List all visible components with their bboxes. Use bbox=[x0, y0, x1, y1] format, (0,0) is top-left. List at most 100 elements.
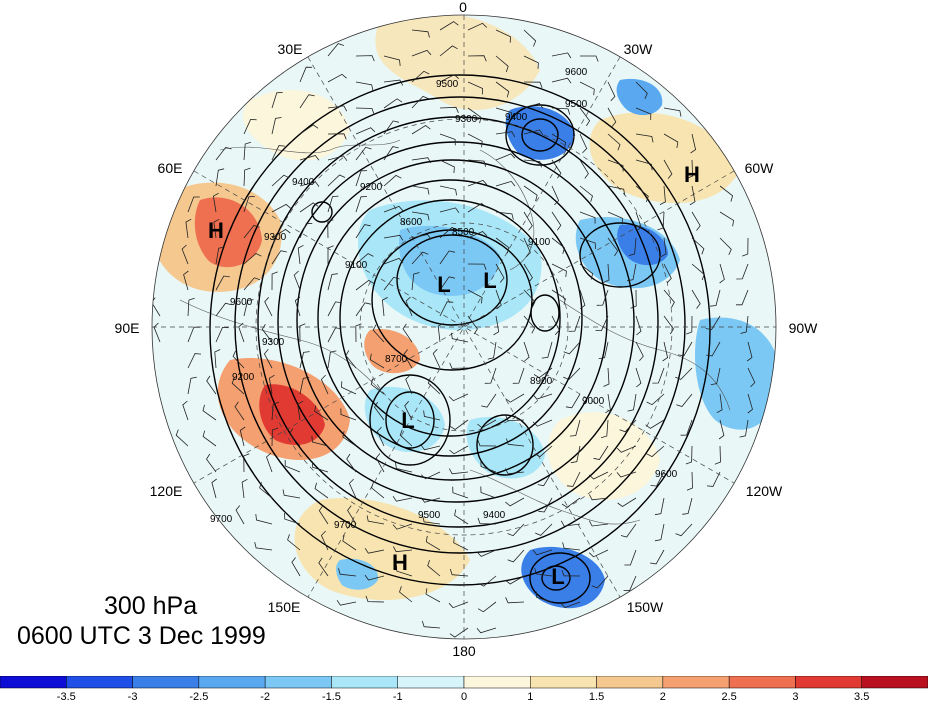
wind-barb bbox=[495, 237, 510, 254]
wind-barb bbox=[364, 547, 385, 554]
wind-barb bbox=[327, 105, 348, 112]
wind-barb bbox=[152, 297, 161, 317]
wind-barb bbox=[675, 367, 693, 380]
wind-barb bbox=[454, 509, 469, 525]
wind-barb bbox=[565, 393, 581, 409]
wind-barb bbox=[299, 155, 320, 161]
wind-barb bbox=[243, 277, 261, 291]
wind-barb bbox=[591, 575, 609, 589]
wind-barb bbox=[411, 157, 432, 164]
wind-barb bbox=[467, 159, 487, 167]
wind-barb bbox=[439, 21, 459, 31]
wind-barb bbox=[650, 549, 665, 565]
wind-barb bbox=[635, 211, 642, 232]
contour-label: 9600 bbox=[655, 469, 678, 480]
wind-barb bbox=[369, 353, 385, 369]
wind-barb bbox=[291, 557, 301, 577]
wind-barb bbox=[271, 92, 283, 109]
wind-barb bbox=[211, 478, 217, 499]
wind-barb bbox=[402, 323, 413, 343]
height-contour bbox=[296, 159, 608, 481]
wind-barb bbox=[523, 103, 544, 109]
wind-barb bbox=[206, 453, 217, 473]
wind-barb bbox=[686, 315, 693, 335]
colorbar-tick-label: 3 bbox=[792, 691, 798, 702]
colorbar-tick-label: 0 bbox=[461, 691, 467, 702]
lon-label-30e: 30E bbox=[278, 41, 303, 57]
wind-barb bbox=[299, 377, 310, 395]
wind-barb bbox=[523, 159, 542, 168]
wind-barb bbox=[736, 263, 749, 280]
wind-barb bbox=[327, 301, 342, 317]
wind-barb bbox=[619, 419, 637, 433]
wind-barb bbox=[551, 185, 560, 206]
wind-barb bbox=[620, 523, 637, 538]
wind-barb bbox=[635, 81, 648, 99]
wind-barb bbox=[691, 263, 705, 281]
colorbar-box bbox=[861, 676, 928, 689]
wind-barb bbox=[420, 444, 441, 451]
wind-barb bbox=[532, 549, 553, 556]
colorbar-tick-label: -3 bbox=[128, 691, 138, 702]
wind-barb bbox=[420, 471, 441, 480]
low-center-arctic-1: L bbox=[437, 272, 450, 297]
wind-barb bbox=[297, 244, 304, 265]
wind-barb bbox=[538, 497, 553, 513]
contour-label: 9500 bbox=[418, 510, 441, 521]
wind-barb bbox=[411, 70, 430, 83]
wind-barb bbox=[243, 118, 257, 135]
lon-label-30w: 30W bbox=[624, 41, 654, 57]
wind-barb bbox=[477, 601, 497, 613]
wind-barb bbox=[395, 462, 413, 473]
wind-barb bbox=[686, 159, 694, 179]
wind-barb bbox=[739, 419, 749, 438]
wind-barb bbox=[449, 362, 469, 369]
colorbar-box bbox=[728, 676, 796, 689]
wind-barb bbox=[366, 515, 385, 525]
wind-barb bbox=[345, 350, 357, 369]
wind-barb bbox=[480, 486, 497, 499]
wind-barb bbox=[523, 129, 544, 136]
wind-barb bbox=[467, 55, 487, 62]
wind-barb bbox=[523, 263, 533, 283]
wind-barb bbox=[327, 273, 338, 291]
wind-barb bbox=[495, 180, 516, 187]
wind-barb bbox=[710, 289, 721, 307]
wind-barb bbox=[477, 517, 497, 525]
wind-barb bbox=[318, 557, 329, 577]
contour-labels: 9600 9500 9400 9300 9200 9100 8600 8500 … bbox=[210, 67, 678, 531]
height-contour bbox=[209, 74, 711, 586]
wind-barb bbox=[271, 250, 287, 265]
wind-barb bbox=[657, 211, 665, 231]
wind-barb bbox=[654, 523, 665, 542]
wind-barb bbox=[347, 505, 357, 525]
colorbar-box bbox=[795, 676, 862, 689]
wind-barb bbox=[506, 438, 525, 447]
wind-barb bbox=[579, 289, 586, 310]
wind-barb bbox=[327, 155, 348, 162]
wind-barb bbox=[477, 439, 497, 447]
wind-barb bbox=[467, 81, 484, 95]
wind-barb bbox=[297, 400, 304, 421]
lon-label-0: 0 bbox=[459, 0, 467, 15]
wind-barb bbox=[243, 141, 252, 161]
wind-barb bbox=[314, 405, 329, 421]
meridian bbox=[193, 170, 735, 484]
wind-barb bbox=[372, 324, 385, 343]
wind-barb bbox=[523, 55, 539, 69]
wind-barb bbox=[421, 620, 441, 629]
wind-barb bbox=[504, 468, 525, 475]
valid-time-caption: 0600 UTC 3 Dec 1999 bbox=[17, 622, 266, 650]
wind-barb bbox=[234, 401, 245, 421]
wind-barb bbox=[206, 375, 217, 395]
height-contour bbox=[396, 234, 508, 326]
colorbar-tick-label: 3.5 bbox=[854, 691, 869, 702]
wind-barb bbox=[181, 244, 189, 265]
wind-barb bbox=[422, 515, 441, 525]
wind-barb bbox=[467, 133, 483, 148]
low-center-arctic-2: L bbox=[483, 268, 496, 293]
wind-barb bbox=[299, 202, 319, 213]
wind-barb bbox=[187, 196, 200, 213]
wind-barb bbox=[579, 211, 596, 224]
wind-barb bbox=[719, 237, 732, 255]
